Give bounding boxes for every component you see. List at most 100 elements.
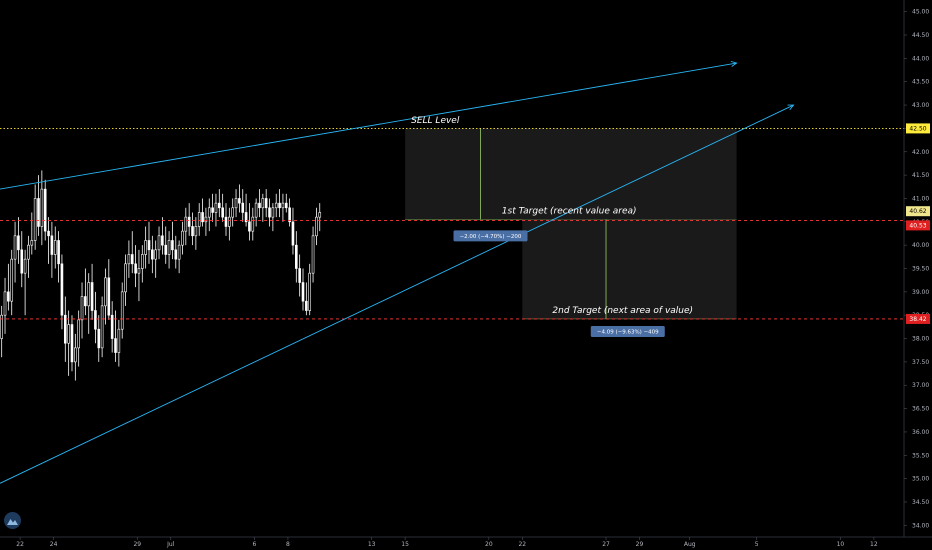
candle-body bbox=[164, 244, 168, 255]
candle-body bbox=[67, 324, 70, 344]
candle-body bbox=[50, 235, 54, 255]
candle-body bbox=[37, 198, 40, 227]
candle-body bbox=[261, 198, 265, 209]
candle-body bbox=[305, 300, 308, 311]
x-tick-label: Aug bbox=[684, 541, 696, 548]
candle-body bbox=[315, 216, 318, 237]
trend-arrow-1 bbox=[730, 60, 738, 67]
price-tag-38.42: 38.42 bbox=[909, 316, 926, 323]
candle-body bbox=[217, 202, 221, 209]
candle-body bbox=[57, 240, 60, 265]
candle-body bbox=[184, 216, 188, 232]
candle-body bbox=[281, 202, 285, 209]
candle-body bbox=[231, 207, 235, 218]
measure-box-1 bbox=[453, 230, 528, 242]
candle-body bbox=[94, 310, 97, 330]
candle-body bbox=[214, 202, 218, 213]
candle-body bbox=[127, 254, 131, 265]
candle-body bbox=[151, 249, 154, 260]
candle-body bbox=[301, 282, 305, 302]
trend-line-2 bbox=[0, 104, 794, 484]
candle-body bbox=[268, 207, 271, 218]
candle-body bbox=[27, 244, 30, 260]
candle-body bbox=[120, 291, 124, 330]
candle-body bbox=[187, 216, 191, 227]
candle-body bbox=[194, 226, 198, 237]
annotation-3: 2nd Target (next area of value) bbox=[552, 306, 693, 316]
candle-body bbox=[271, 207, 275, 218]
candle-body bbox=[311, 235, 315, 274]
annotation-2: 1st Target (recent value area) bbox=[502, 206, 637, 216]
x-tick-label: 13 bbox=[368, 541, 376, 548]
candle-body bbox=[147, 240, 151, 251]
y-tick-label: 42.00 bbox=[912, 149, 929, 156]
candle-body bbox=[167, 240, 171, 255]
y-tick-label: 34.50 bbox=[912, 499, 929, 506]
trend-line-1 bbox=[0, 62, 737, 190]
candle-body bbox=[284, 202, 288, 209]
x-tick-label: 29 bbox=[636, 541, 644, 548]
annotations: SELL Level 1st Target (recent value area)… bbox=[411, 116, 693, 316]
x-tick-label: 24 bbox=[50, 541, 58, 548]
candle-body bbox=[244, 212, 248, 223]
candle-body bbox=[288, 207, 291, 223]
candle-body bbox=[204, 216, 208, 223]
candle-body bbox=[77, 319, 80, 349]
candle-body bbox=[174, 249, 178, 260]
tradingview-logo[interactable] bbox=[4, 512, 21, 529]
x-tick-label: 10 bbox=[837, 541, 845, 548]
candle-body bbox=[298, 268, 301, 283]
price-tag-box-40.53 bbox=[906, 220, 930, 231]
candle-body bbox=[23, 258, 27, 274]
candle-body bbox=[234, 198, 238, 209]
annotation-1: SELL Level bbox=[411, 116, 460, 126]
x-axis[interactable]: 22 24 29 Jul 6 8 13 15 20 22 27 29 Aug 5 10 12 bbox=[16, 537, 878, 548]
candle-body bbox=[70, 324, 74, 363]
trend-lines[interactable] bbox=[0, 60, 795, 484]
candle-body bbox=[30, 240, 34, 246]
candle-body bbox=[157, 235, 161, 251]
candle-body bbox=[224, 216, 228, 227]
y-tick-label: 37.00 bbox=[912, 382, 929, 389]
candle-body bbox=[43, 188, 47, 232]
candle-body bbox=[84, 296, 87, 307]
candle-body bbox=[53, 240, 57, 255]
y-tick-label: 41.50 bbox=[912, 172, 929, 179]
candle-body bbox=[241, 202, 245, 213]
x-tick-label: 6 bbox=[253, 541, 257, 548]
horizontal-levels[interactable] bbox=[0, 127, 904, 320]
x-tick-label: 5 bbox=[755, 541, 759, 548]
x-tick-label: 12 bbox=[870, 541, 878, 548]
candle-body bbox=[87, 282, 91, 307]
y-tick-label: 40.00 bbox=[912, 242, 929, 249]
candle-body bbox=[274, 202, 278, 209]
candle-body bbox=[124, 263, 127, 293]
candle-body bbox=[171, 240, 174, 251]
x-tick-label: 20 bbox=[485, 541, 493, 548]
candle-body bbox=[254, 202, 258, 218]
candle-body bbox=[80, 296, 84, 321]
trend-arrow-2 bbox=[787, 104, 795, 111]
x-tick-label: 8 bbox=[286, 541, 290, 548]
x-tick-label: 29 bbox=[133, 541, 141, 548]
candle-body bbox=[3, 291, 7, 316]
candle-body bbox=[33, 198, 37, 241]
candle-body bbox=[134, 263, 137, 274]
candle-body bbox=[278, 202, 281, 209]
x-tick-label: Jul bbox=[166, 541, 175, 548]
y-tick-label: 36.50 bbox=[912, 406, 929, 413]
candle-body bbox=[97, 328, 101, 349]
candle-body bbox=[7, 291, 10, 302]
candle-body bbox=[60, 263, 64, 316]
candle-body bbox=[161, 235, 164, 246]
candle-body bbox=[258, 202, 261, 209]
y-tick-label: 41.00 bbox=[912, 195, 929, 202]
candle-body bbox=[74, 347, 77, 363]
candle-body bbox=[0, 314, 3, 339]
y-tick-label: 36.00 bbox=[912, 429, 929, 436]
y-tick-label: 43.00 bbox=[912, 102, 929, 109]
candle-body bbox=[17, 235, 20, 251]
measure-text-2: −4.09 (−9.63%) −409 bbox=[597, 330, 659, 336]
price-tag-40.53: 40.53 bbox=[909, 222, 926, 229]
